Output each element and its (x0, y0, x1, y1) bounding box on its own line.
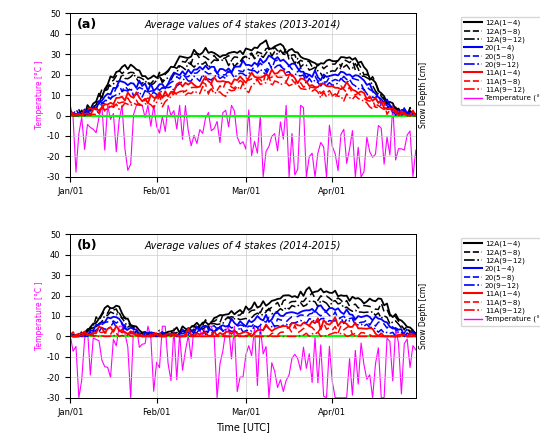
Legend: 12A(1~4), 12A(5~8), 12A(9~12), 20(1~4), 20(5~8), 20(9~12), 11A(1~4), 11A(5~8), 1: 12A(1~4), 12A(5~8), 12A(9~12), 20(1~4), … (461, 17, 540, 105)
Y-axis label: Temperature [°C ]: Temperature [°C ] (35, 61, 44, 130)
Y-axis label: Snow Depth [cm]: Snow Depth [cm] (418, 283, 428, 349)
Legend: 12A(1~4), 12A(5~8), 12A(9~12), 20(1~4), 20(5~8), 20(9~12), 11A(1~4), 11A(5~8), 1: 12A(1~4), 12A(5~8), 12A(9~12), 20(1~4), … (461, 238, 540, 326)
X-axis label: Time [UTC]: Time [UTC] (216, 422, 270, 432)
Y-axis label: Snow Depth [cm]: Snow Depth [cm] (418, 62, 428, 128)
Text: Average values of 4 stakes (2013-2014): Average values of 4 stakes (2013-2014) (145, 20, 341, 30)
Y-axis label: Temperature [°C ]: Temperature [°C ] (35, 282, 44, 350)
Text: (b): (b) (77, 239, 98, 252)
Text: Average values of 4 stakes (2014-2015): Average values of 4 stakes (2014-2015) (145, 241, 341, 251)
Text: (a): (a) (77, 18, 97, 31)
